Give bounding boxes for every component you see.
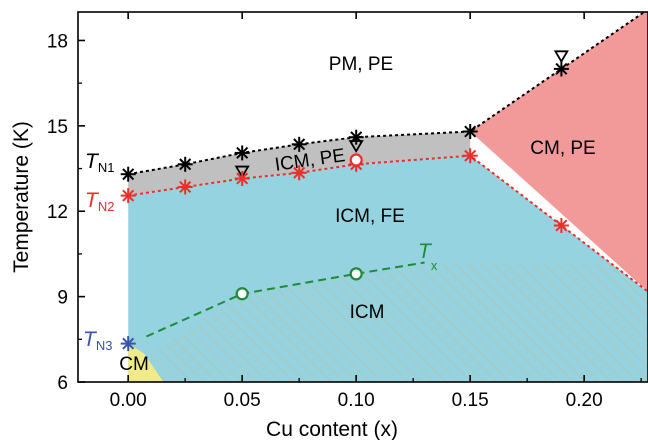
x-tick-label-1: 0.05 <box>224 390 261 411</box>
x-axis-title: Cu content (x) <box>266 418 398 440</box>
tn2-circle-point-0 <box>349 153 363 167</box>
region-label-cm: CM <box>119 354 149 375</box>
tn1-triangle-point-2 <box>553 50 569 64</box>
tn2-point-6 <box>553 218 569 233</box>
y-tick-label-0: 6 <box>57 373 68 394</box>
tn1-point-3 <box>291 136 307 152</box>
annotation-tn2-main: T <box>85 189 100 212</box>
tn1-point-6 <box>553 61 569 77</box>
annotation-tx-main: T <box>418 240 433 263</box>
tn1-point-2 <box>234 145 250 161</box>
y-tick-label-4: 18 <box>47 31 68 52</box>
y-tick-label-2: 12 <box>47 202 68 223</box>
tn1-point-0 <box>120 166 136 182</box>
tn2-point-1 <box>177 179 193 195</box>
tn2-point-2 <box>234 171 250 186</box>
y-axis-title: Temperature (K) <box>10 121 33 273</box>
tn1-point-5 <box>462 124 478 139</box>
region-label-icm-fe: ICM, FE <box>335 206 405 227</box>
annotation-tn1-sub: N1 <box>98 160 115 175</box>
tn2-point-5 <box>462 148 478 164</box>
region-label-icm: ICM <box>350 302 385 323</box>
annotation-tn3: TN3 <box>83 328 112 353</box>
region-cm <box>128 343 164 382</box>
tn2-point-3 <box>291 165 307 181</box>
annotation-tn2-sub: N2 <box>98 199 115 214</box>
tn1-point-1 <box>177 156 193 172</box>
transition-annotations: TN1 TN2 TN3 Tx <box>83 150 438 353</box>
y-tick-label-1: 9 <box>57 288 68 309</box>
region-label-pm-pe: PM, PE <box>329 54 393 75</box>
annotation-tn2: TN2 <box>85 189 114 214</box>
tn2-point-0 <box>120 188 136 204</box>
annotation-tn3-sub: N3 <box>96 338 113 353</box>
x-tick-label-4: 0.20 <box>566 390 603 411</box>
y-tick-label-3: 15 <box>47 117 68 138</box>
region-label-cm-pe: CM, PE <box>530 138 595 159</box>
x-tick-label-2: 0.10 <box>338 390 375 411</box>
region-icm-pe <box>128 131 471 196</box>
x-tick-label-0: 0.00 <box>110 390 147 411</box>
annotation-tn1-main: T <box>85 150 100 173</box>
region-icm-hatch <box>148 262 648 382</box>
x-tick-label-3: 0.15 <box>452 390 489 411</box>
y-axis-ticks: 6 9 12 15 18 <box>47 31 85 394</box>
region-cm-pe <box>470 12 648 292</box>
annotation-tx: Tx <box>418 240 438 273</box>
tn1-triangle-point-1 <box>348 140 364 153</box>
tx-boundary-line <box>145 261 425 338</box>
plot-frame <box>77 11 648 383</box>
x-axis-ticks: 0.00 0.05 0.10 0.15 0.20 <box>110 12 642 411</box>
annotation-tx-sub: x <box>431 258 438 273</box>
tx-point-1 <box>349 267 363 281</box>
data-markers <box>120 50 569 352</box>
annotation-tn1: TN1 <box>85 150 114 175</box>
tx-point-0 <box>235 287 249 301</box>
tn3-point-0 <box>120 336 136 352</box>
region-labels: PM, PE ICM, PE ICM, FE ICM CM, PE CM <box>119 54 596 375</box>
tn1-triangle-point-0 <box>234 165 250 179</box>
annotation-tn3-main: T <box>83 328 98 351</box>
